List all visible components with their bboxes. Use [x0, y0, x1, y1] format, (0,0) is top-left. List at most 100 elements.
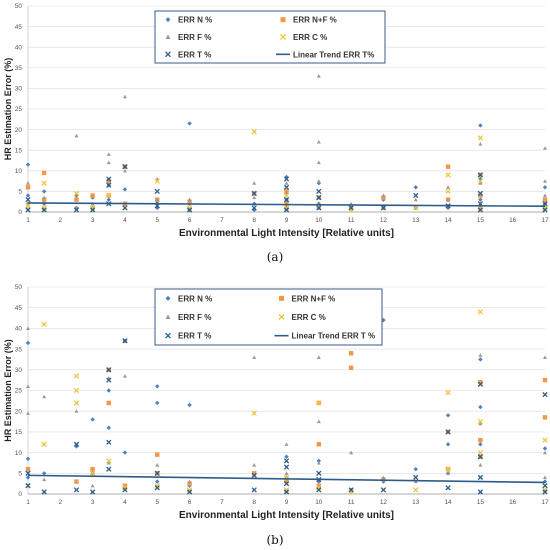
- legend-swatch: [165, 295, 171, 301]
- legend-label: Linear Trend ERR T %: [292, 332, 376, 341]
- data-point: [477, 418, 484, 425]
- x-tick-label: 5: [155, 217, 159, 224]
- legend-label: Linear Trend ERR T%: [293, 50, 374, 59]
- data-point: [478, 421, 483, 426]
- data-point: [25, 207, 31, 213]
- legend-swatch: [279, 295, 284, 301]
- series-err-n: [25, 121, 548, 213]
- data-point: [155, 384, 160, 389]
- data-point: [41, 441, 47, 447]
- legend-swatch: [280, 17, 286, 23]
- x-axis-title: Environmental Light Intensity [Relative …: [179, 228, 394, 239]
- data-point: [283, 207, 290, 213]
- data-point: [478, 123, 483, 128]
- data-point: [106, 458, 112, 464]
- legend-label: ERR T %: [178, 50, 211, 59]
- data-point: [106, 466, 112, 472]
- y-tick-label: 0: [18, 209, 22, 216]
- data-point: [186, 489, 193, 495]
- data-point: [73, 441, 80, 447]
- data-point: [155, 400, 160, 406]
- data-point: [477, 309, 484, 315]
- data-point: [73, 190, 80, 197]
- series-err-f: [26, 326, 547, 488]
- series-err-t: [25, 338, 548, 495]
- data-point: [122, 338, 128, 344]
- y-tick-label: 45: [15, 24, 23, 31]
- data-point: [445, 429, 451, 435]
- data-point: [542, 489, 548, 495]
- legend-label: ERR T %: [178, 332, 211, 341]
- data-point: [477, 474, 484, 481]
- data-point: [283, 489, 290, 495]
- x-tick-label: 11: [348, 217, 355, 224]
- data-point: [252, 463, 257, 467]
- data-point: [413, 192, 419, 199]
- data-point: [283, 176, 290, 182]
- data-point: [478, 353, 483, 357]
- y-tick-label: 15: [15, 147, 23, 154]
- data-point: [106, 197, 111, 202]
- data-point: [187, 121, 192, 126]
- data-point: [478, 463, 483, 467]
- data-point: [477, 172, 484, 178]
- data-point: [25, 196, 31, 203]
- data-point: [187, 479, 192, 484]
- data-point: [42, 195, 47, 200]
- data-point: [478, 442, 483, 447]
- data-point: [477, 135, 484, 141]
- data-point: [284, 201, 289, 206]
- data-point: [542, 391, 548, 398]
- x-tick-label: 9: [285, 499, 289, 506]
- x-tick-label: 15: [477, 499, 485, 506]
- y-axis-title: HR Estimation Error (%): [3, 339, 13, 442]
- data-point: [445, 413, 451, 418]
- legend-label: ERR N %: [178, 294, 212, 303]
- data-point: [122, 94, 127, 99]
- data-point: [542, 197, 548, 202]
- data-point: [122, 374, 127, 378]
- data-point: [478, 197, 483, 202]
- data-point: [41, 189, 47, 194]
- data-point: [106, 176, 112, 182]
- data-point: [477, 489, 484, 495]
- data-point: [283, 184, 290, 190]
- data-point: [251, 472, 257, 479]
- x-tick-label: 10: [315, 499, 323, 506]
- data-point: [316, 188, 322, 195]
- x-tick-label: 3: [91, 499, 95, 506]
- data-point: [542, 446, 548, 451]
- x-tick-label: 14: [444, 499, 452, 506]
- data-point: [348, 365, 354, 370]
- data-point: [26, 181, 30, 185]
- x-tick-label: 4: [123, 499, 127, 506]
- data-point: [25, 456, 31, 462]
- y-tick-label: 35: [15, 65, 23, 72]
- y-tick-label: 50: [15, 3, 23, 10]
- data-point: [106, 160, 111, 165]
- y-tick-label: 50: [15, 284, 23, 291]
- trend-line: [27, 474, 546, 484]
- data-point: [41, 489, 47, 495]
- x-tick-label: 16: [509, 217, 517, 224]
- data-point: [445, 172, 451, 178]
- data-point: [89, 470, 96, 476]
- data-point: [187, 402, 192, 408]
- x-tick-label: 11: [348, 499, 355, 506]
- data-point: [106, 152, 111, 156]
- y-tick-label: 40: [15, 326, 23, 333]
- x-tick-label: 12: [380, 217, 388, 224]
- legend-swatch: [165, 332, 171, 339]
- x-tick-label: 1: [26, 499, 30, 506]
- data-point: [25, 193, 31, 198]
- data-point: [106, 182, 112, 188]
- data-point: [284, 442, 289, 446]
- legend-swatch: [165, 51, 171, 58]
- data-point: [155, 479, 160, 484]
- data-point: [284, 181, 289, 185]
- x-tick-label: 15: [477, 217, 485, 224]
- data-point: [413, 205, 419, 211]
- x-tick-label: 14: [444, 217, 452, 224]
- data-point: [25, 466, 31, 472]
